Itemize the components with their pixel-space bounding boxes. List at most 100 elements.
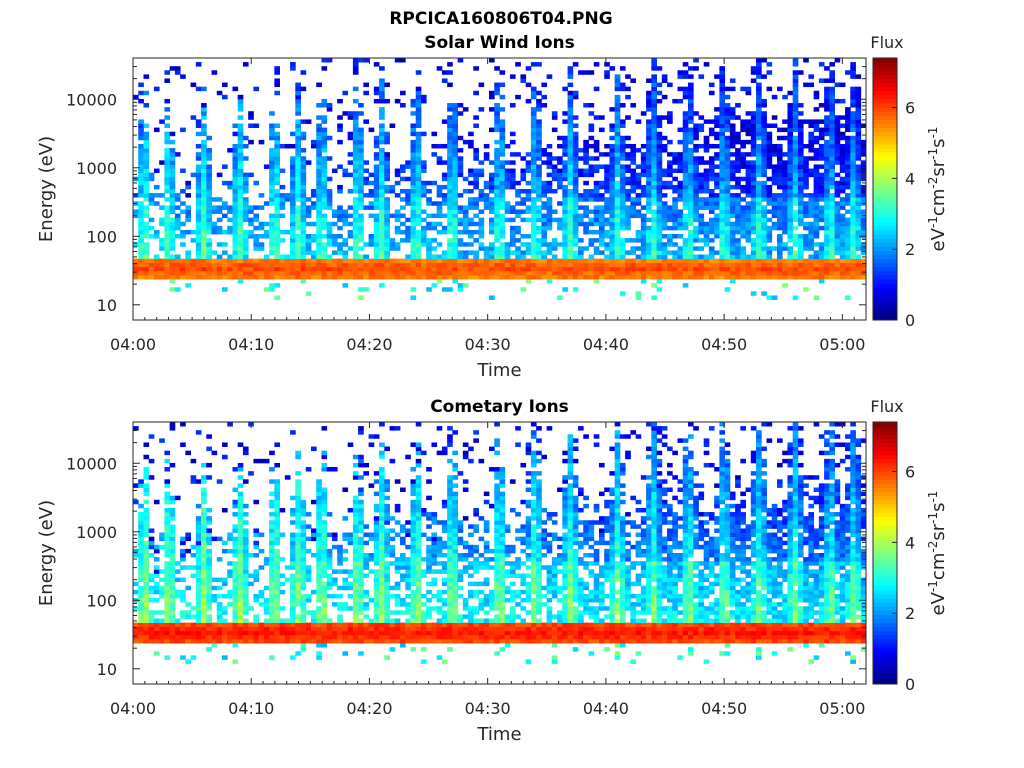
heatmap-cell <box>405 254 411 259</box>
heatmap-cell <box>321 131 328 137</box>
heatmap-cell <box>630 143 637 149</box>
heatmap-cell <box>211 630 218 636</box>
heatmap-cell <box>321 139 328 145</box>
heatmap-cell <box>410 131 417 137</box>
heatmap-cell <box>750 164 757 169</box>
heatmap-cell <box>222 270 228 276</box>
heatmap-cell <box>237 557 244 562</box>
heatmap-cell <box>625 221 631 227</box>
heatmap-cell <box>447 180 453 186</box>
heatmap-cell <box>792 70 799 75</box>
heatmap-cell <box>321 274 328 280</box>
heatmap-cell <box>656 213 663 219</box>
heatmap-cell <box>300 262 307 268</box>
heatmap-cell <box>237 626 244 632</box>
colorbar-segment <box>873 184 897 190</box>
heatmap-cell <box>164 107 171 112</box>
heatmap-cell <box>614 193 621 198</box>
heatmap-cell <box>201 524 207 529</box>
heatmap-cell <box>206 164 212 169</box>
heatmap-cell <box>813 156 820 161</box>
heatmap-cell <box>227 561 233 566</box>
heatmap-cell <box>143 581 150 587</box>
heatmap-cell <box>499 70 506 75</box>
heatmap-cell <box>352 98 359 104</box>
heatmap-cell <box>180 614 186 619</box>
heatmap-cell <box>201 225 207 231</box>
heatmap-cell <box>656 217 663 223</box>
heatmap-cell <box>855 201 862 206</box>
heatmap-cell <box>143 573 150 578</box>
heatmap-cell <box>687 139 694 145</box>
heatmap-cell <box>667 262 673 268</box>
heatmap-cell <box>845 184 851 190</box>
heatmap-cell <box>269 193 275 198</box>
heatmap-cell <box>201 618 207 623</box>
heatmap-cell <box>222 258 228 264</box>
heatmap-cell <box>604 274 610 280</box>
heatmap-cell <box>541 184 548 190</box>
heatmap-cell <box>834 82 841 88</box>
heatmap-cell <box>143 148 150 153</box>
heatmap-cell <box>237 156 244 161</box>
heatmap-cell <box>468 229 474 235</box>
heatmap-cell <box>185 250 191 255</box>
heatmap-cell <box>232 630 239 636</box>
heatmap-cell <box>693 123 699 128</box>
heatmap-cell <box>331 221 338 227</box>
heatmap-cell <box>468 262 474 268</box>
heatmap-cell <box>656 160 663 165</box>
heatmap-cell <box>269 156 275 161</box>
heatmap-cell <box>300 193 307 198</box>
heatmap-cell <box>201 123 207 128</box>
heatmap-cell <box>248 258 254 264</box>
heatmap-cell <box>447 254 453 259</box>
heatmap-cell <box>185 213 191 219</box>
heatmap-cell <box>735 254 741 259</box>
heatmap-cell <box>248 266 254 272</box>
heatmap-cell <box>321 250 328 255</box>
heatmap-cell <box>138 131 144 137</box>
heatmap-cell <box>536 229 542 235</box>
heatmap-cell <box>410 201 417 206</box>
heatmap-cell <box>855 148 862 153</box>
heatmap-cell <box>274 176 280 182</box>
heatmap-cell <box>834 242 841 247</box>
heatmap-cell <box>237 516 244 521</box>
heatmap-cell <box>143 577 150 583</box>
heatmap-cell <box>750 225 757 231</box>
heatmap-cell <box>509 217 516 223</box>
heatmap-cell <box>159 585 165 591</box>
heatmap-cell <box>169 201 176 206</box>
heatmap-cell <box>300 176 307 182</box>
heatmap-cell <box>384 98 390 104</box>
heatmap-cell <box>719 152 726 157</box>
heatmap-cell <box>468 242 474 247</box>
heatmap-cell <box>541 229 548 235</box>
heatmap-cell <box>850 180 856 186</box>
heatmap-cell <box>452 238 459 243</box>
heatmap-cell <box>729 197 736 202</box>
heatmap-cell <box>703 62 710 67</box>
heatmap-cell <box>792 148 799 153</box>
heatmap-cell <box>201 491 207 497</box>
heatmap-cell <box>483 156 490 161</box>
heatmap-cell <box>546 225 553 231</box>
heatmap-cell <box>792 78 799 83</box>
heatmap-cell <box>761 139 767 145</box>
heatmap-cell <box>850 119 856 124</box>
colorbar-segment <box>873 299 897 305</box>
heatmap-cell <box>143 634 150 640</box>
heatmap-cell <box>174 197 181 202</box>
heatmap-cell <box>431 270 438 276</box>
heatmap-cell <box>530 242 537 247</box>
heatmap-cell <box>195 270 202 276</box>
heatmap-cell <box>646 156 652 161</box>
heatmap-cell <box>384 131 390 137</box>
heatmap-cell <box>619 82 626 88</box>
heatmap-cell <box>735 246 741 251</box>
heatmap-cell <box>447 258 453 264</box>
heatmap-cell <box>557 184 563 190</box>
heatmap-cell <box>489 270 495 276</box>
heatmap-cell <box>384 176 390 182</box>
